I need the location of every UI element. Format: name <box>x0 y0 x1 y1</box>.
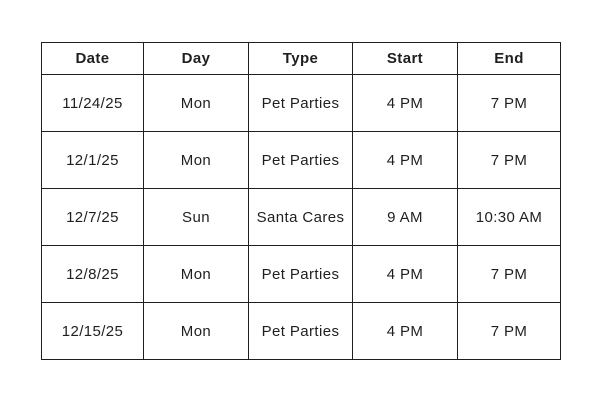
cell-type: Santa Cares <box>248 188 353 246</box>
header-cell-start: Start <box>352 42 458 75</box>
table-row: 11/24/25 Mon Pet Parties 4 PM 7 PM <box>41 74 561 132</box>
cell-day: Mon <box>143 302 249 360</box>
table-row: 12/15/25 Mon Pet Parties 4 PM 7 PM <box>41 302 561 360</box>
header-cell-date: Date <box>41 42 144 75</box>
cell-type: Pet Parties <box>248 302 353 360</box>
cell-type: Pet Parties <box>248 131 353 189</box>
cell-type: Pet Parties <box>248 74 353 132</box>
header-cell-day: Day <box>143 42 249 75</box>
cell-start: 4 PM <box>352 74 458 132</box>
cell-start: 4 PM <box>352 245 458 303</box>
cell-start: 4 PM <box>352 302 458 360</box>
cell-type: Pet Parties <box>248 245 353 303</box>
cell-start: 9 AM <box>352 188 458 246</box>
cell-date: 12/15/25 <box>41 302 144 360</box>
cell-end: 7 PM <box>457 131 561 189</box>
cell-date: 12/1/25 <box>41 131 144 189</box>
table-header-row: Date Day Type Start End <box>41 42 561 75</box>
table-row: 12/7/25 Sun Santa Cares 9 AM 10:30 AM <box>41 188 561 246</box>
cell-date: 12/8/25 <box>41 245 144 303</box>
cell-end: 7 PM <box>457 245 561 303</box>
header-cell-end: End <box>457 42 561 75</box>
cell-end: 10:30 AM <box>457 188 561 246</box>
cell-end: 7 PM <box>457 74 561 132</box>
schedule-table: Date Day Type Start End 11/24/25 Mon Pet… <box>41 42 561 360</box>
cell-date: 12/7/25 <box>41 188 144 246</box>
table-row: 12/8/25 Mon Pet Parties 4 PM 7 PM <box>41 245 561 303</box>
cell-day: Mon <box>143 131 249 189</box>
cell-day: Sun <box>143 188 249 246</box>
cell-start: 4 PM <box>352 131 458 189</box>
cell-end: 7 PM <box>457 302 561 360</box>
cell-day: Mon <box>143 74 249 132</box>
header-cell-type: Type <box>248 42 353 75</box>
table-row: 12/1/25 Mon Pet Parties 4 PM 7 PM <box>41 131 561 189</box>
cell-day: Mon <box>143 245 249 303</box>
cell-date: 11/24/25 <box>41 74 144 132</box>
